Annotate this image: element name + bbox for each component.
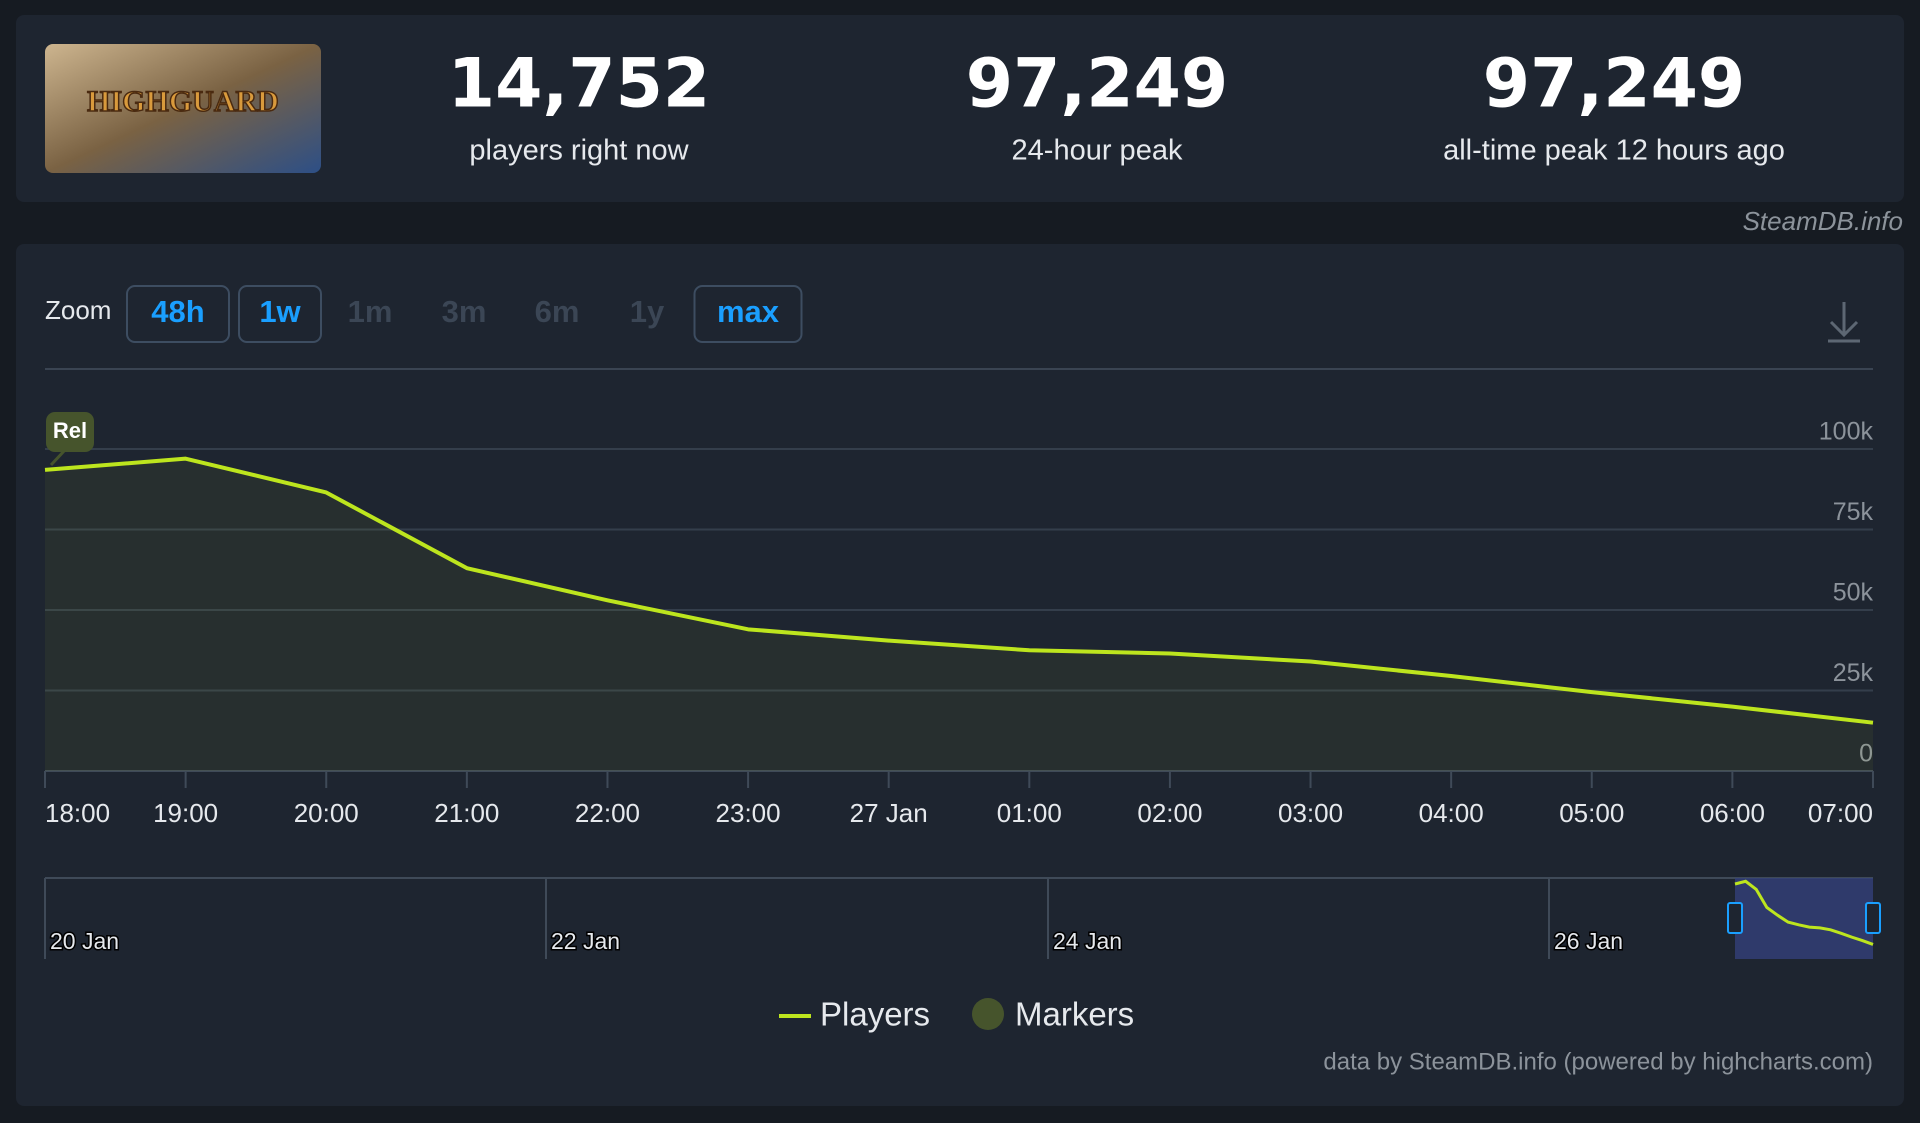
zoom-option[interactable]: 1w xyxy=(259,294,301,329)
x-tick-label: 20:00 xyxy=(294,798,359,828)
zoom-option[interactable]: 1y xyxy=(630,294,665,329)
chart-panel xyxy=(16,244,1904,1106)
zoom-option[interactable]: 48h xyxy=(151,294,204,329)
x-tick-label: 05:00 xyxy=(1559,798,1624,828)
x-tick-label: 07:00 xyxy=(1808,798,1873,828)
y-tick-label: 50k xyxy=(1833,579,1874,607)
line xyxy=(44,456,1874,725)
zoom-option[interactable]: 6m xyxy=(535,294,580,329)
stats-panel xyxy=(16,15,1904,202)
source-link[interactable]: SteamDB.info xyxy=(1743,206,1903,236)
stat-label: 24-hour peak xyxy=(1012,135,1183,167)
x-tick-label: 21:00 xyxy=(434,798,499,828)
game-thumbnail xyxy=(45,44,321,173)
zoom-option[interactable]: 3m xyxy=(442,294,487,329)
credit[interactable]: data by SteamDB.info (powered by highcha… xyxy=(1323,1048,1873,1075)
marker-label: Rel xyxy=(53,418,87,443)
x-tick-label: 06:00 xyxy=(1700,798,1765,828)
navigator-label: 22 Jan xyxy=(551,928,620,954)
x-tick-label: 22:00 xyxy=(575,798,640,828)
y-tick-label: 75k xyxy=(1833,498,1874,526)
stat-label: players right now xyxy=(469,135,689,167)
y-tick-label: 0 xyxy=(1859,740,1873,768)
zoom-button[interactable] xyxy=(126,285,230,343)
x-tick-label: 03:00 xyxy=(1278,798,1343,828)
navigator-handle[interactable] xyxy=(1865,902,1881,934)
navigator-label: 24 Jan xyxy=(1053,928,1122,954)
x-tick-label: 02:00 xyxy=(1137,798,1202,828)
zoom-option[interactable]: 1m xyxy=(348,294,393,329)
navigator-line xyxy=(1734,879,1874,946)
download-icon[interactable] xyxy=(1828,302,1860,343)
area xyxy=(45,458,1873,771)
stat-value: 14,752 xyxy=(448,45,710,124)
legend-marker[interactable] xyxy=(972,998,1004,1030)
legend-label[interactable]: Markers xyxy=(1015,996,1134,1033)
y-tick-label: 25k xyxy=(1833,659,1874,687)
navigator-handle[interactable] xyxy=(1727,902,1743,934)
zoom-option[interactable]: max xyxy=(717,294,780,329)
navigator-label: 26 Jan xyxy=(1554,928,1623,954)
stat-value: 97,249 xyxy=(966,45,1228,124)
x-tick-label: 23:00 xyxy=(716,798,781,828)
y-tick-label: 100k xyxy=(1819,418,1874,446)
logo-text: HIGHGUARD xyxy=(87,85,279,118)
x-tick-label: 18:00 xyxy=(45,798,110,828)
zoom-label: Zoom xyxy=(45,295,111,325)
marker-pin xyxy=(49,448,67,467)
zoom-button[interactable] xyxy=(693,285,803,343)
stat-value: 97,249 xyxy=(1483,45,1745,124)
legend-label[interactable]: Players xyxy=(820,996,930,1033)
x-tick-label: 04:00 xyxy=(1419,798,1484,828)
x-tick-label: 19:00 xyxy=(153,798,218,828)
navigator-label: 20 Jan xyxy=(50,928,119,954)
stat-label: all-time peak 12 hours ago xyxy=(1443,135,1785,167)
download-glyph xyxy=(1828,302,1860,343)
zoom-button[interactable] xyxy=(238,285,322,343)
x-tick-label: 01:00 xyxy=(997,798,1062,828)
marker-flag[interactable] xyxy=(46,412,94,452)
x-tick-label: 27 Jan xyxy=(850,798,928,828)
